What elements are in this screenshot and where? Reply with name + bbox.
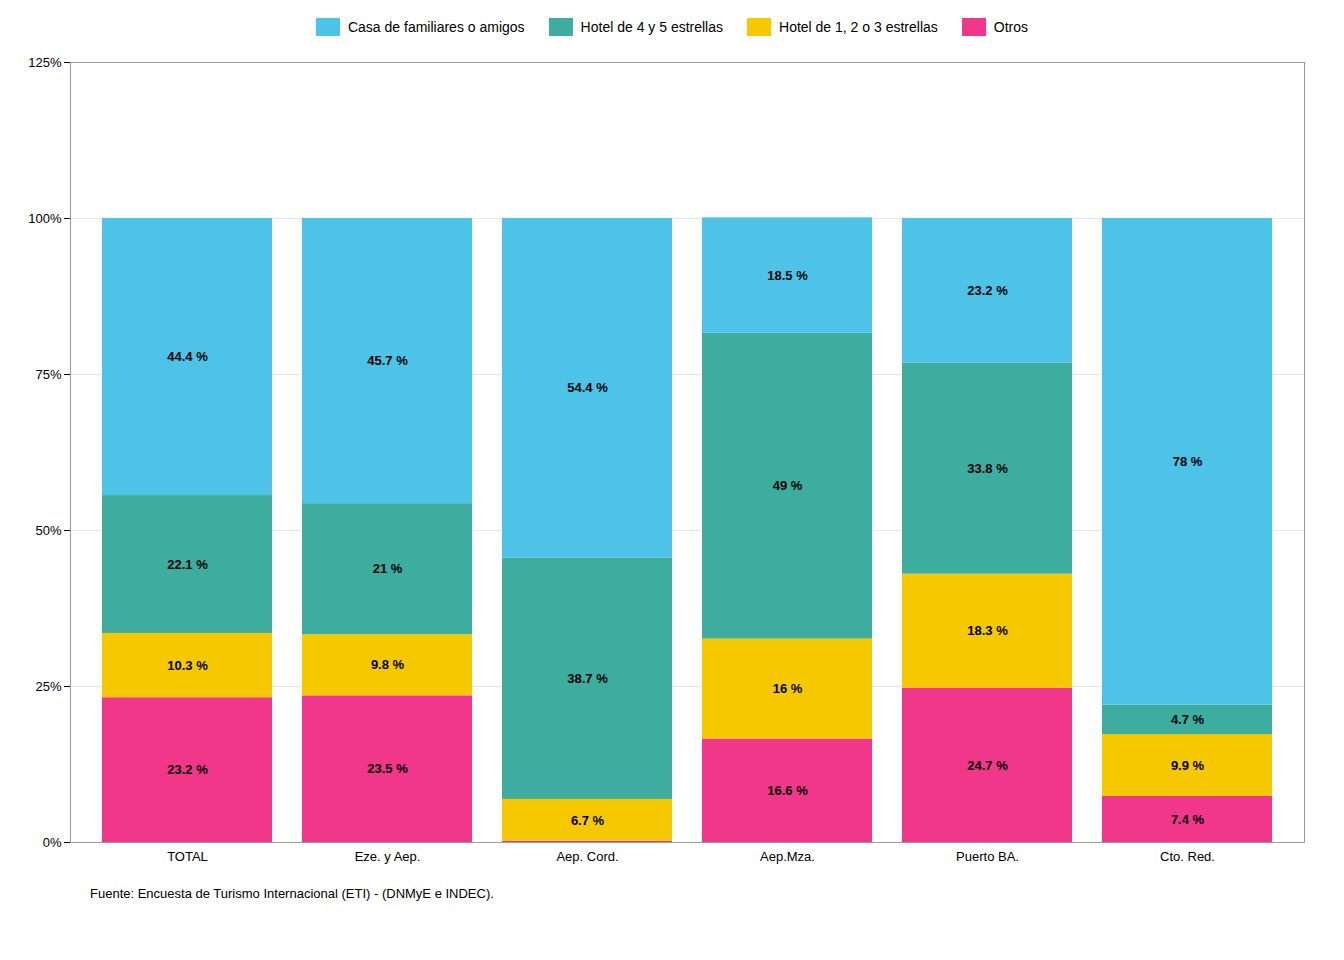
- svg-text:23.2 %: 23.2 %: [167, 762, 208, 777]
- svg-text:16.6 %: 16.6 %: [767, 783, 808, 798]
- svg-text:25%: 25%: [35, 679, 61, 694]
- svg-text:75%: 75%: [35, 367, 61, 382]
- svg-text:0%: 0%: [43, 835, 62, 850]
- svg-text:16 %: 16 %: [773, 681, 803, 696]
- svg-text:38.7 %: 38.7 %: [567, 671, 608, 686]
- svg-text:45.7 %: 45.7 %: [367, 353, 408, 368]
- svg-text:100%: 100%: [28, 211, 62, 226]
- svg-text:Cto. Red.: Cto. Red.: [1160, 849, 1215, 864]
- svg-text:Aep. Cord.: Aep. Cord.: [556, 849, 618, 864]
- svg-text:23.2 %: 23.2 %: [967, 283, 1008, 298]
- html-text:Casa de familiares o amigos: Casa de familiares o amigos: [348, 19, 525, 35]
- svg-text:18.3 %: 18.3 %: [967, 623, 1008, 638]
- html-text:Hotel de 4 y 5 estrellas: Hotel de 4 y 5 estrellas: [580, 19, 723, 35]
- svg-text:Puerto BA.: Puerto BA.: [956, 849, 1019, 864]
- svg-text:125%: 125%: [28, 55, 62, 70]
- svg-text:44.4 %: 44.4 %: [167, 349, 208, 364]
- svg-text:7.4 %: 7.4 %: [1171, 812, 1205, 827]
- html-text:Hotel de 1, 2 o 3 estrellas: Hotel de 1, 2 o 3 estrellas: [779, 19, 938, 35]
- svg-text:9.8 %: 9.8 %: [371, 657, 405, 672]
- html-text:Otros: Otros: [993, 19, 1028, 35]
- svg-text:Aep.Mza.: Aep.Mza.: [760, 849, 815, 864]
- svg-text:4.7 %: 4.7 %: [1171, 712, 1205, 727]
- svg-text:10.3 %: 10.3 %: [167, 658, 208, 673]
- svg-text:23.5 %: 23.5 %: [367, 761, 408, 776]
- html-text:Fuente: Encuesta de Turismo In: Fuente: Encuesta de Turismo Internaciona…: [90, 886, 494, 901]
- svg-text:18.5 %: 18.5 %: [767, 268, 808, 283]
- svg-text:24.7 %: 24.7 %: [967, 758, 1008, 773]
- svg-text:TOTAL: TOTAL: [167, 849, 208, 864]
- svg-text:49 %: 49 %: [773, 478, 803, 493]
- svg-text:6.7 %: 6.7 %: [571, 813, 605, 828]
- svg-text:50%: 50%: [35, 523, 61, 538]
- svg-text:33.8 %: 33.8 %: [967, 461, 1008, 476]
- svg-text:54.4 %: 54.4 %: [567, 380, 608, 395]
- svg-text:9.9 %: 9.9 %: [1171, 758, 1205, 773]
- svg-text:22.1 %: 22.1 %: [167, 557, 208, 572]
- svg-text:21 %: 21 %: [373, 561, 403, 576]
- svg-text:Eze. y Aep.: Eze. y Aep.: [355, 849, 421, 864]
- svg-text:78 %: 78 %: [1173, 454, 1203, 469]
